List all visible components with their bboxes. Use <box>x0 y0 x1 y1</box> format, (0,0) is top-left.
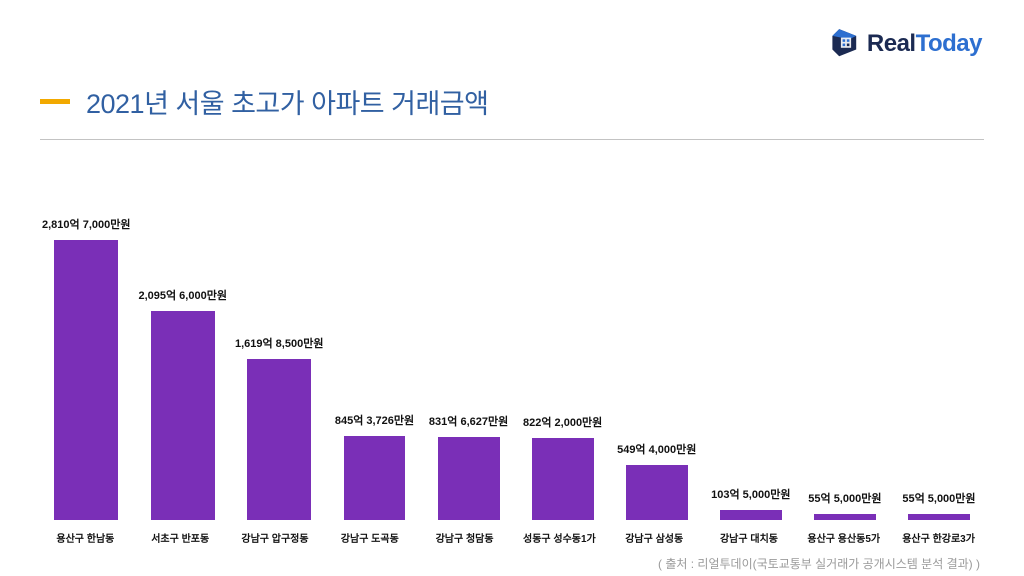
source-caption: ( 출처 : 리얼투데이(국토교통부 실거래가 공개시스템 분석 결과) ) <box>40 555 984 572</box>
bar-value-label: 55억 5,000만원 <box>902 490 975 506</box>
brand-logo: RealToday <box>829 24 982 63</box>
bar-value-label: 1,619억 8,500만원 <box>235 335 323 351</box>
x-axis-label: 강남구 압구정동 <box>232 530 319 545</box>
x-axis-labels: 용산구 한남동 서초구 반포동 강남구 압구정동 강남구 도곡동 강남구 청담동 성동구 … <box>40 530 984 545</box>
bar-column: 822억 2,000만원 <box>520 414 606 520</box>
title-divider <box>40 139 984 140</box>
bar <box>54 240 118 520</box>
bar <box>626 465 688 520</box>
bar-column: 549억 4,000만원 <box>614 441 700 520</box>
bar <box>344 436 406 520</box>
bar-value-label: 845억 3,726만원 <box>335 412 414 428</box>
bar <box>438 437 500 520</box>
bar <box>151 311 215 520</box>
page-root: RealToday 2021년 서울 초고가 아파트 거래금액 2,810억 7… <box>0 0 1024 576</box>
bar <box>814 514 876 520</box>
brand-name-part1: Real <box>867 30 916 57</box>
bar-column: 831억 6,627만원 <box>426 413 512 520</box>
brand-name-part2: Today <box>916 30 982 57</box>
title-dash-icon <box>40 99 70 104</box>
bar <box>247 359 311 520</box>
bar-value-label: 549억 4,000만원 <box>617 441 696 457</box>
bar-column: 1,619억 8,500만원 <box>235 335 323 520</box>
bar-column: 55억 5,000만원 <box>802 490 888 520</box>
bar-value-label: 55억 5,000만원 <box>808 490 881 506</box>
x-axis-label: 용산구 한강로3가 <box>895 530 982 545</box>
bar <box>720 510 782 520</box>
x-axis-label: 용산구 한남동 <box>42 530 129 545</box>
bar-value-label: 103억 5,000만원 <box>711 486 790 502</box>
bar <box>908 514 970 520</box>
bar <box>532 438 594 520</box>
bar-column: 103억 5,000만원 <box>708 486 794 520</box>
x-axis-label: 용산구 용산동5가 <box>800 530 887 545</box>
x-axis-label: 강남구 삼성동 <box>611 530 698 545</box>
bar-value-label: 2,810억 7,000만원 <box>42 216 130 232</box>
brand-icon <box>829 24 863 63</box>
bar-column: 845억 3,726만원 <box>331 412 417 520</box>
x-axis-label: 강남구 도곡동 <box>326 530 413 545</box>
x-axis-label: 성동구 성수동1가 <box>516 530 603 545</box>
title-row: 2021년 서울 초고가 아파트 거래금액 <box>40 82 984 121</box>
bar-column: 2,095억 6,000만원 <box>138 287 226 520</box>
brand-name: RealToday <box>867 30 982 58</box>
bar-value-label: 822억 2,000만원 <box>523 414 602 430</box>
page-title: 2021년 서울 초고가 아파트 거래금액 <box>86 82 489 121</box>
bar-column: 2,810억 7,000만원 <box>42 216 130 520</box>
x-axis-label: 서초구 반포동 <box>137 530 224 545</box>
x-axis-label: 강남구 청담동 <box>421 530 508 545</box>
x-axis-label: 강남구 대치동 <box>706 530 793 545</box>
bar-value-label: 831억 6,627만원 <box>429 413 508 429</box>
bar-chart: 2,810억 7,000만원 2,095억 6,000만원 1,619억 8,500… <box>40 180 984 520</box>
bar-column: 55억 5,000만원 <box>896 490 982 520</box>
bar-value-label: 2,095억 6,000만원 <box>138 287 226 303</box>
